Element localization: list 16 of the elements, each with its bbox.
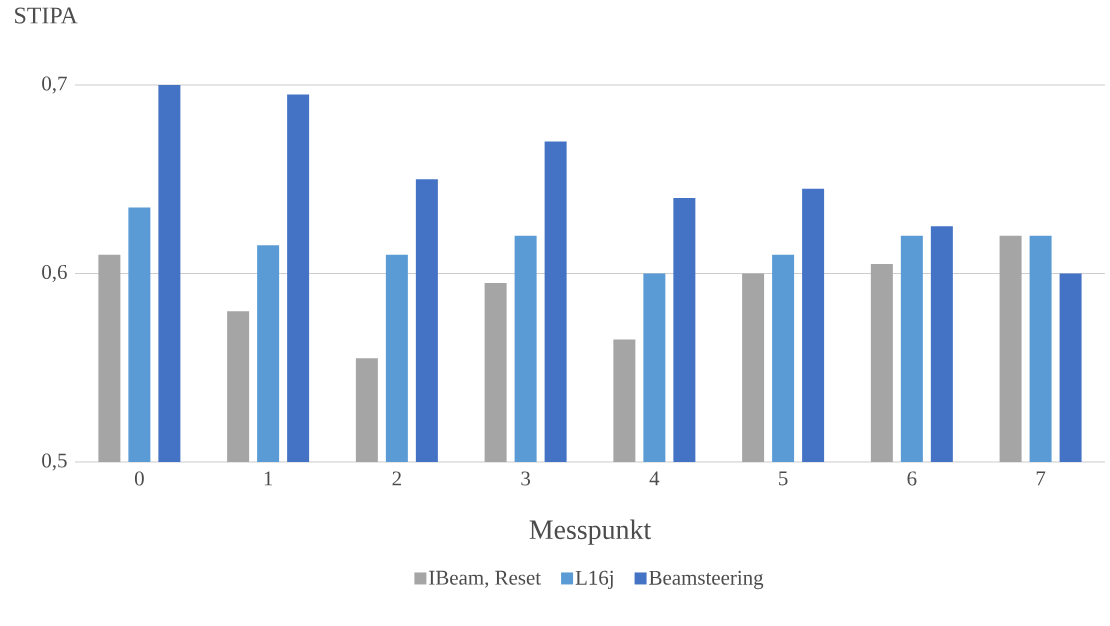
x-tick-label: 5	[779, 471, 788, 486]
y-tick-label: 0,5	[42, 453, 67, 471]
y-axis-title: STIPA	[15, 7, 78, 24]
x-tick-label: 3	[521, 471, 531, 486]
legend-label: Beamsteering	[649, 570, 764, 590]
y-tick-label: 0,6	[42, 264, 67, 283]
legend-label: IBeam, Reset	[429, 570, 541, 588]
x-tick-label: 7	[1036, 471, 1046, 486]
x-tick-label: 4	[649, 471, 660, 486]
x-tick-label: 1	[264, 471, 273, 486]
x-tick-label: 6	[907, 471, 917, 486]
x-axis-title: Messpunkt	[529, 519, 652, 545]
legend-label: L16j	[575, 570, 613, 590]
x-tick-label: 2	[392, 471, 401, 486]
y-tick-label: 0,7	[42, 76, 67, 94]
x-tick-label: 0	[134, 471, 144, 486]
